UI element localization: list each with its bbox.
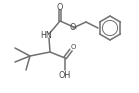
Text: HN: HN [40, 32, 52, 40]
Text: OH: OH [59, 70, 71, 80]
Text: O: O [70, 24, 76, 32]
Text: O: O [57, 3, 63, 12]
Text: O: O [70, 44, 76, 50]
